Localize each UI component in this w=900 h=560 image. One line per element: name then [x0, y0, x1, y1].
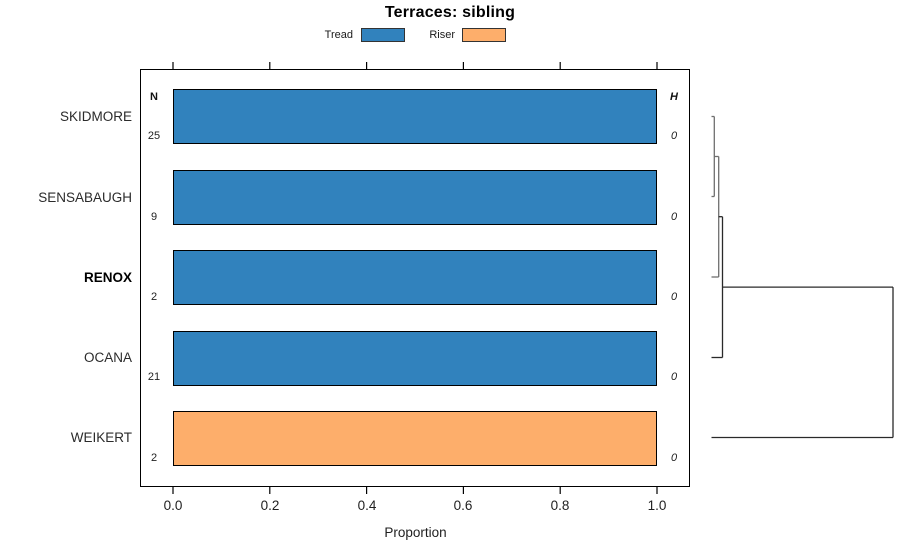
x-tick-label: 0.0	[163, 498, 183, 513]
x-tick-label: 0.6	[453, 498, 473, 513]
n-value: 9	[150, 210, 158, 223]
y-axis-label-skidmore: SKIDMORE	[59, 109, 132, 124]
x-tick-label: 0.8	[550, 498, 570, 513]
y-axis-label-renox: RENOX	[83, 270, 132, 285]
dendrogram-upper-merges	[711, 115, 720, 278]
bar-renox	[173, 250, 657, 305]
x-tick-label: 0.4	[357, 498, 377, 513]
legend-label-tread: Tread	[324, 29, 353, 41]
h-column-header: H	[670, 91, 678, 103]
chart-title: Terraces: sibling	[384, 4, 516, 21]
h-value: 0	[670, 371, 678, 383]
dendrogram-lower-merges	[711, 216, 894, 439]
bar-skidmore	[173, 89, 657, 144]
n-value: 25	[147, 130, 161, 142]
bar-ocana	[173, 330, 657, 386]
h-value: 0	[670, 210, 678, 223]
top-axis-ticks	[172, 62, 658, 69]
x-tick-label: 1.0	[647, 498, 667, 513]
x-axis-title: Proportion	[384, 525, 447, 540]
bar-weikert	[173, 411, 657, 466]
n-value: 21	[147, 371, 161, 383]
legend-label-riser: Riser	[429, 29, 455, 41]
dendrogram	[711, 115, 894, 439]
bar-sensabaugh	[173, 169, 657, 225]
n-column-header: N	[150, 91, 158, 103]
y-axis-label-sensabaugh: SENSABAUGH	[38, 189, 132, 205]
y-axis-label-weikert: WEIKERT	[70, 430, 132, 445]
n-value: 2	[150, 291, 158, 303]
h-value: 0	[670, 451, 678, 464]
legend-swatch-riser	[462, 28, 506, 42]
n-value: 2	[150, 451, 158, 464]
bottom-axis-ticks	[172, 487, 658, 494]
x-tick-label: 0.2	[260, 498, 280, 513]
legend-swatch-tread	[361, 28, 405, 42]
h-value: 0	[670, 130, 678, 142]
y-axis-label-ocana: OCANA	[83, 350, 132, 365]
h-value: 0	[670, 291, 678, 303]
